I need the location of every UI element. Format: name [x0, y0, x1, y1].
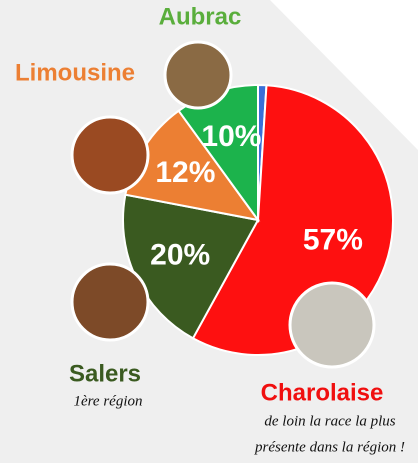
photo-salers: [72, 264, 148, 340]
category-label: Limousine: [15, 59, 135, 86]
photo-charolaise: [290, 283, 374, 367]
photo-limousine: [72, 117, 148, 193]
value-label: 10%: [201, 120, 261, 153]
value-label: 20%: [150, 239, 210, 272]
chart: 57% Charolaise 20% Salers 12% Limousine 10% Aub…: [0, 0, 418, 463]
annotation: présente dans la région !: [254, 439, 405, 455]
annotation: de loin la race la plus: [264, 413, 395, 429]
annotation: 1ère région: [73, 393, 142, 409]
category-label: Salers: [69, 360, 141, 387]
category-label: Aubrac: [159, 3, 242, 30]
value-label: 57%: [303, 224, 363, 257]
category-label: Charolaise: [261, 379, 384, 406]
photo-aubrac: [165, 42, 231, 108]
value-label: 12%: [155, 156, 215, 189]
